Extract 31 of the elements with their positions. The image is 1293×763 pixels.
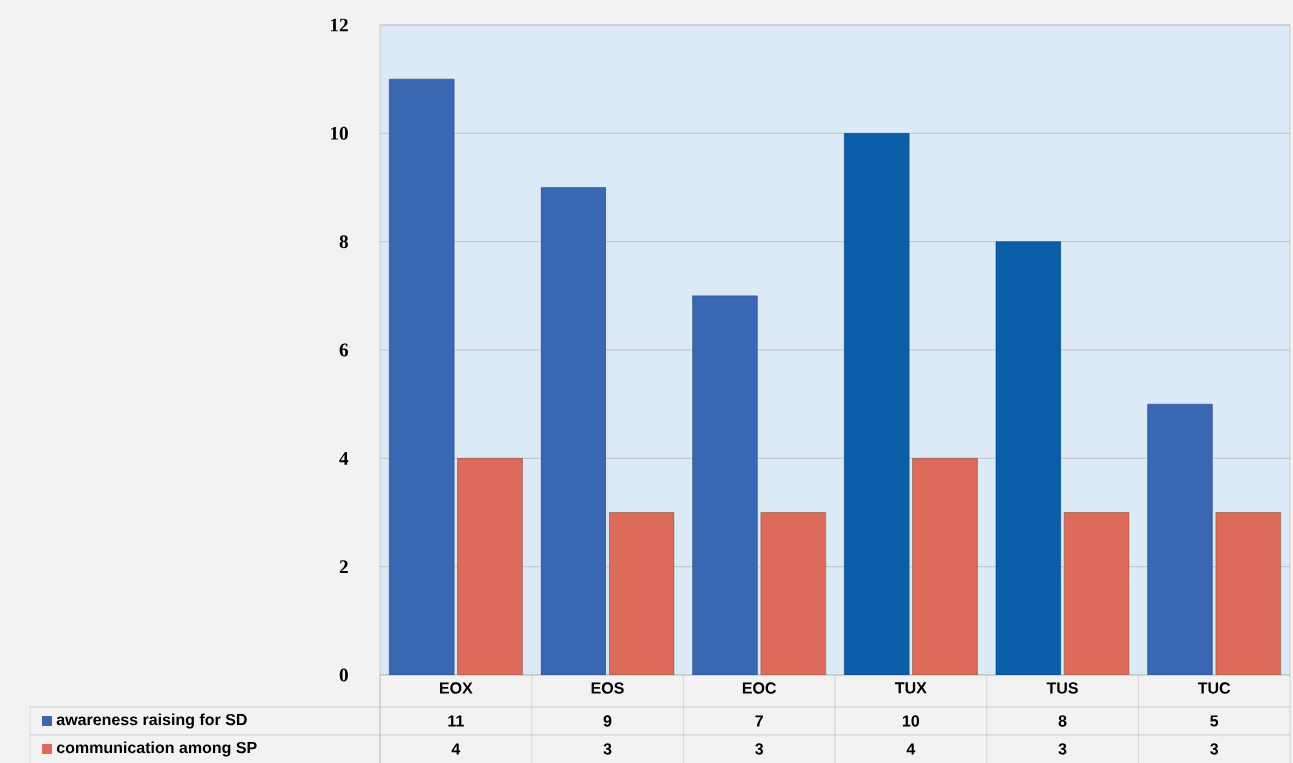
x-tick-label: EOX	[440, 682, 473, 694]
legend-label: communication among SP	[56, 741, 257, 757]
data-label: 4	[906, 743, 916, 755]
y-tick-label: 0	[339, 668, 348, 682]
y-tick-label: 2	[339, 560, 348, 573]
data-label: 9	[603, 715, 612, 727]
x-tick-label: EOC	[742, 682, 777, 694]
x-tick-label: TUX	[895, 682, 927, 694]
data-label: 7	[755, 715, 763, 727]
legend-label: awareness raising for SD	[56, 713, 247, 729]
x-tick-label: TUS	[1046, 682, 1078, 694]
bar	[608, 512, 675, 675]
data-label: 4	[451, 743, 461, 755]
y-tick-label: 6	[339, 343, 349, 357]
data-label: 3	[603, 743, 612, 755]
y-tick-label: 10	[330, 126, 348, 140]
y-tick-label: 8	[339, 235, 348, 249]
x-tick-label: EOS	[591, 682, 624, 694]
data-label: 8	[1058, 715, 1067, 727]
bar	[457, 457, 523, 675]
data-label: 10	[902, 715, 920, 727]
x-tick-label: TUC	[1197, 682, 1231, 694]
data-label: 3	[1210, 743, 1219, 755]
data-label: 11	[448, 715, 464, 727]
bar	[844, 132, 910, 675]
data-label: 3	[1058, 743, 1067, 755]
y-tick-label: 12	[330, 18, 348, 32]
data-label: 5	[1210, 715, 1219, 727]
y-tick-label: 4	[339, 451, 349, 465]
bar	[912, 457, 978, 675]
data-label: 3	[755, 743, 764, 755]
